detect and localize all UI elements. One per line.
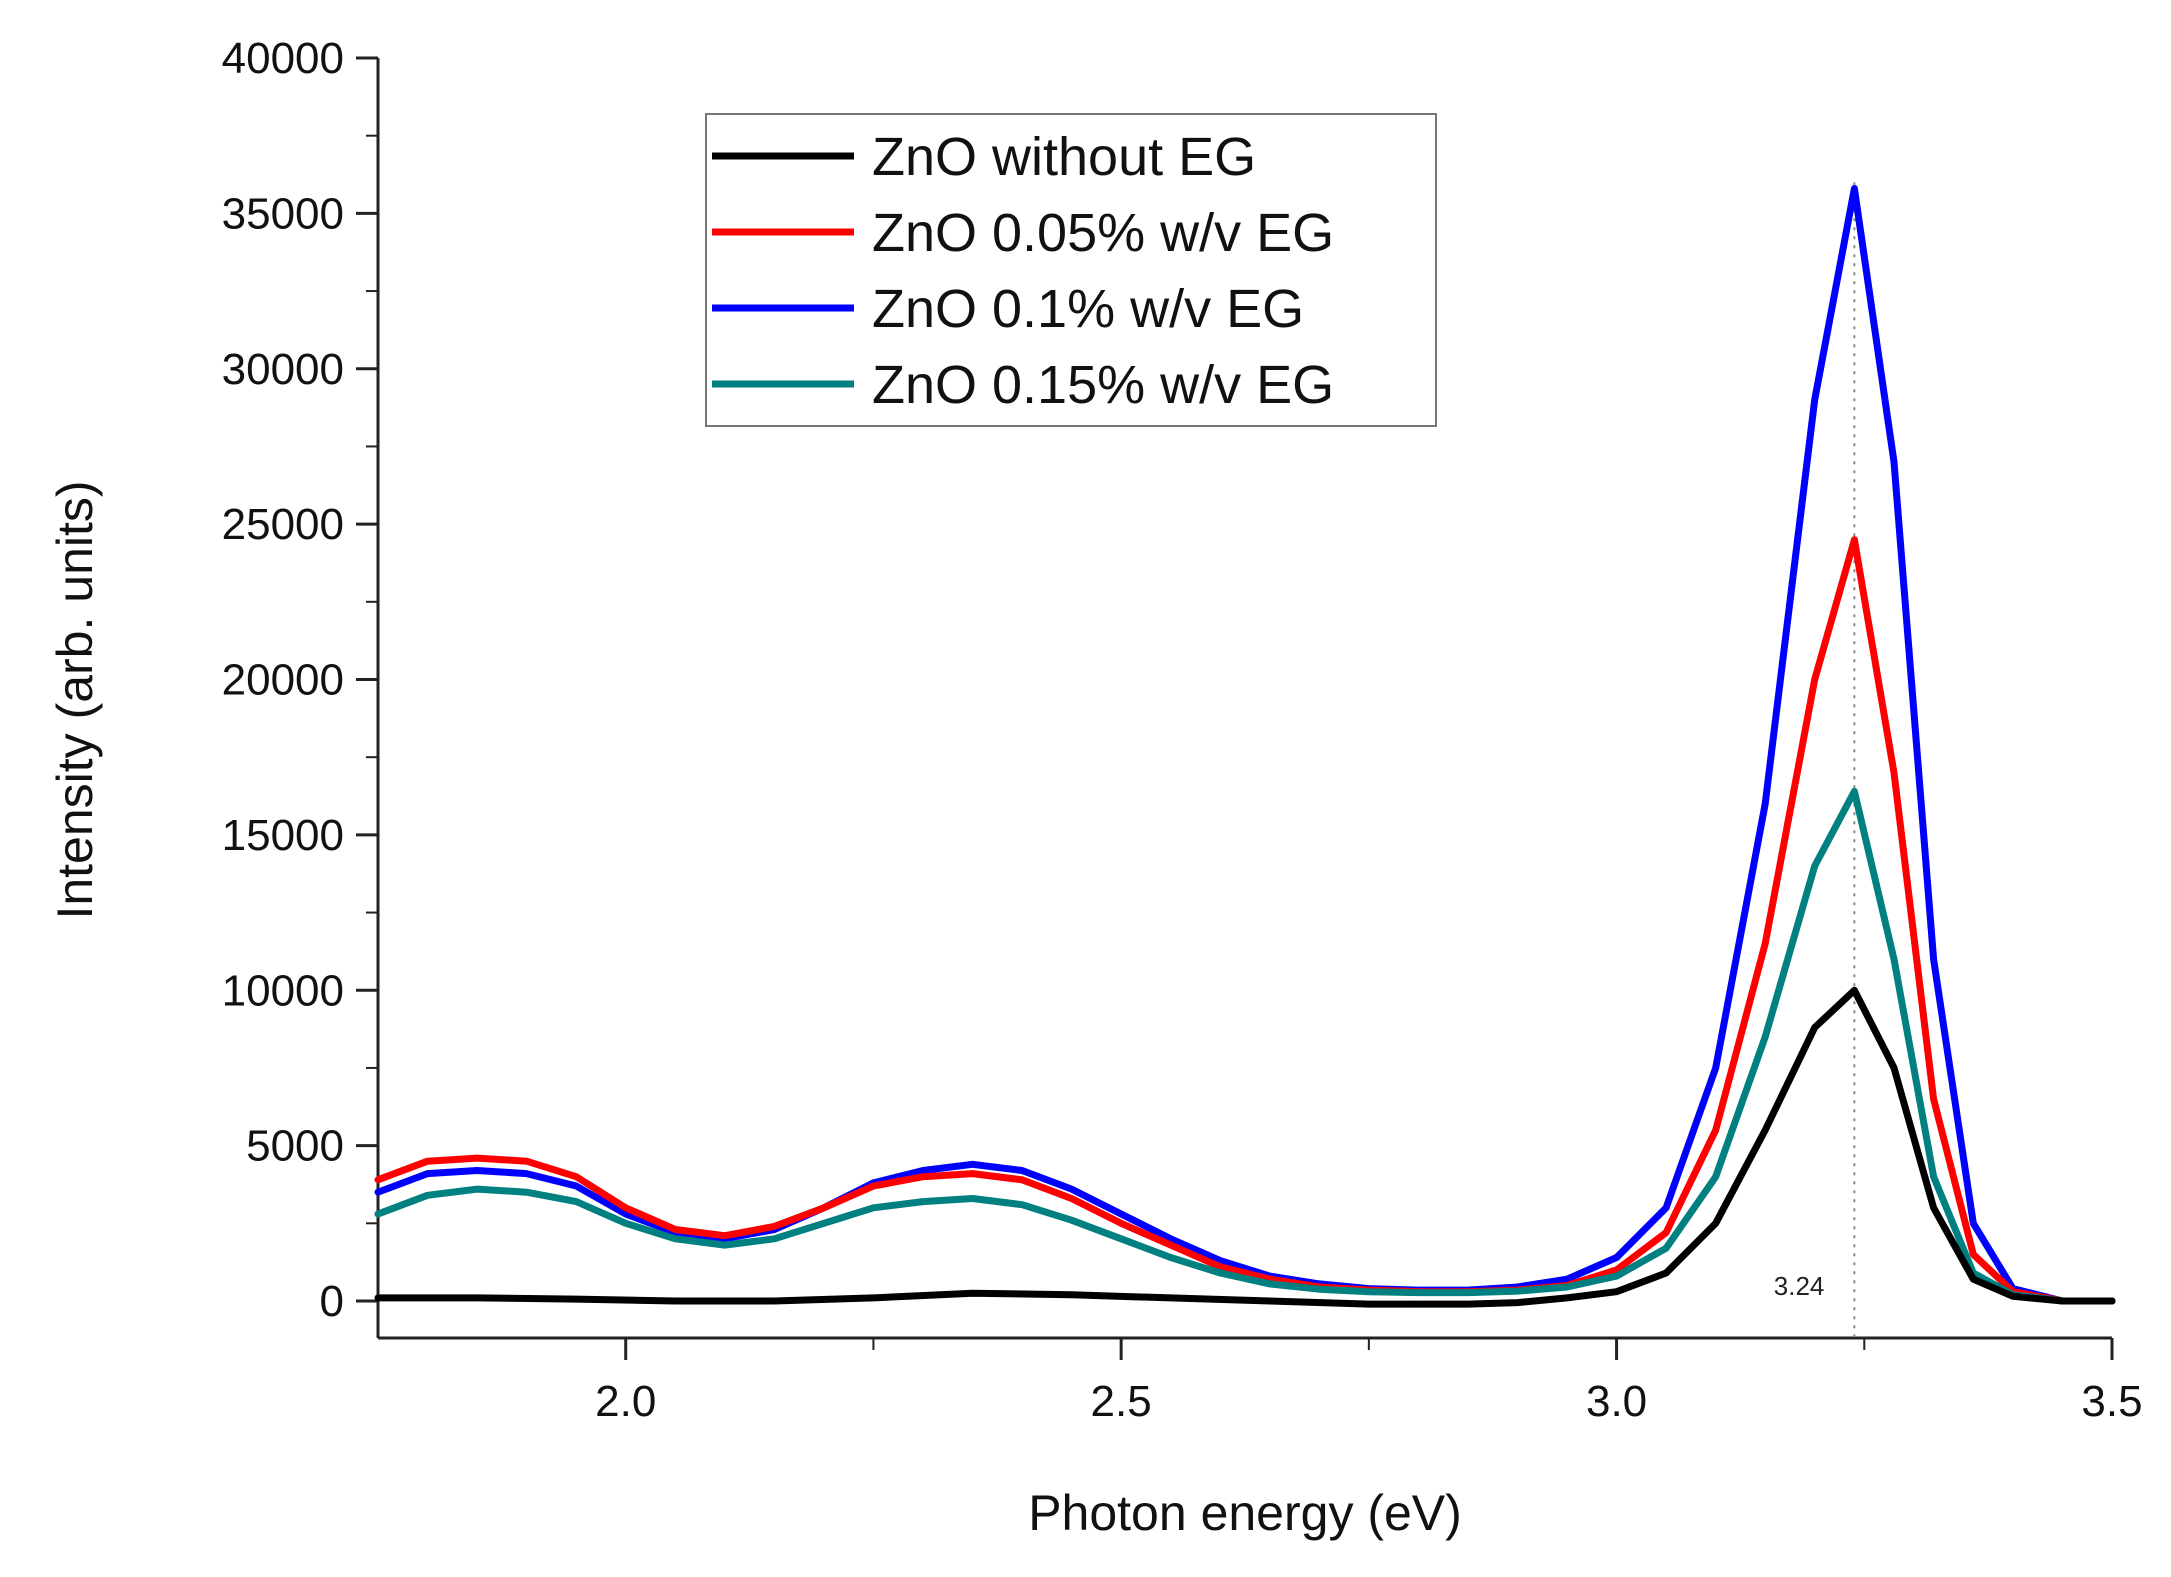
y-tick-label: 40000 — [222, 34, 344, 83]
x-tick-label: 3.5 — [2081, 1377, 2142, 1426]
y-tick-label: 25000 — [222, 500, 344, 549]
y-tick-label: 30000 — [222, 345, 344, 394]
y-tick-label: 0 — [320, 1277, 344, 1326]
legend-box — [705, 113, 1437, 427]
y-tick-label: 5000 — [246, 1122, 344, 1171]
x-axis-title: Photon energy (eV) — [1028, 1485, 1462, 1541]
y-tick-label: 10000 — [222, 966, 344, 1015]
y-tick-label: 35000 — [222, 189, 344, 238]
y-tick-label: 15000 — [222, 811, 344, 860]
legend-label-3: ZnO 0.15% w/v EG — [872, 355, 1334, 415]
series-line-3 — [374, 787, 2116, 1305]
y-tick-label: 20000 — [222, 656, 344, 705]
legend-label-0: ZnO without EG — [872, 127, 1256, 187]
series-line-0 — [374, 986, 2116, 1308]
peak-annotation-label: 3.24 — [1774, 1271, 1825, 1301]
series-line-1 — [374, 536, 2116, 1305]
x-tick-label: 2.5 — [1091, 1377, 1152, 1426]
x-tick-label: 2.0 — [595, 1377, 656, 1426]
legend-label-1: ZnO 0.05% w/v EG — [872, 203, 1334, 263]
x-tick-label: 3.0 — [1586, 1377, 1647, 1426]
legend-label-2: ZnO 0.1% w/v EG — [872, 279, 1304, 339]
y-axis-title: Intensity (arb. units) — [47, 480, 103, 919]
